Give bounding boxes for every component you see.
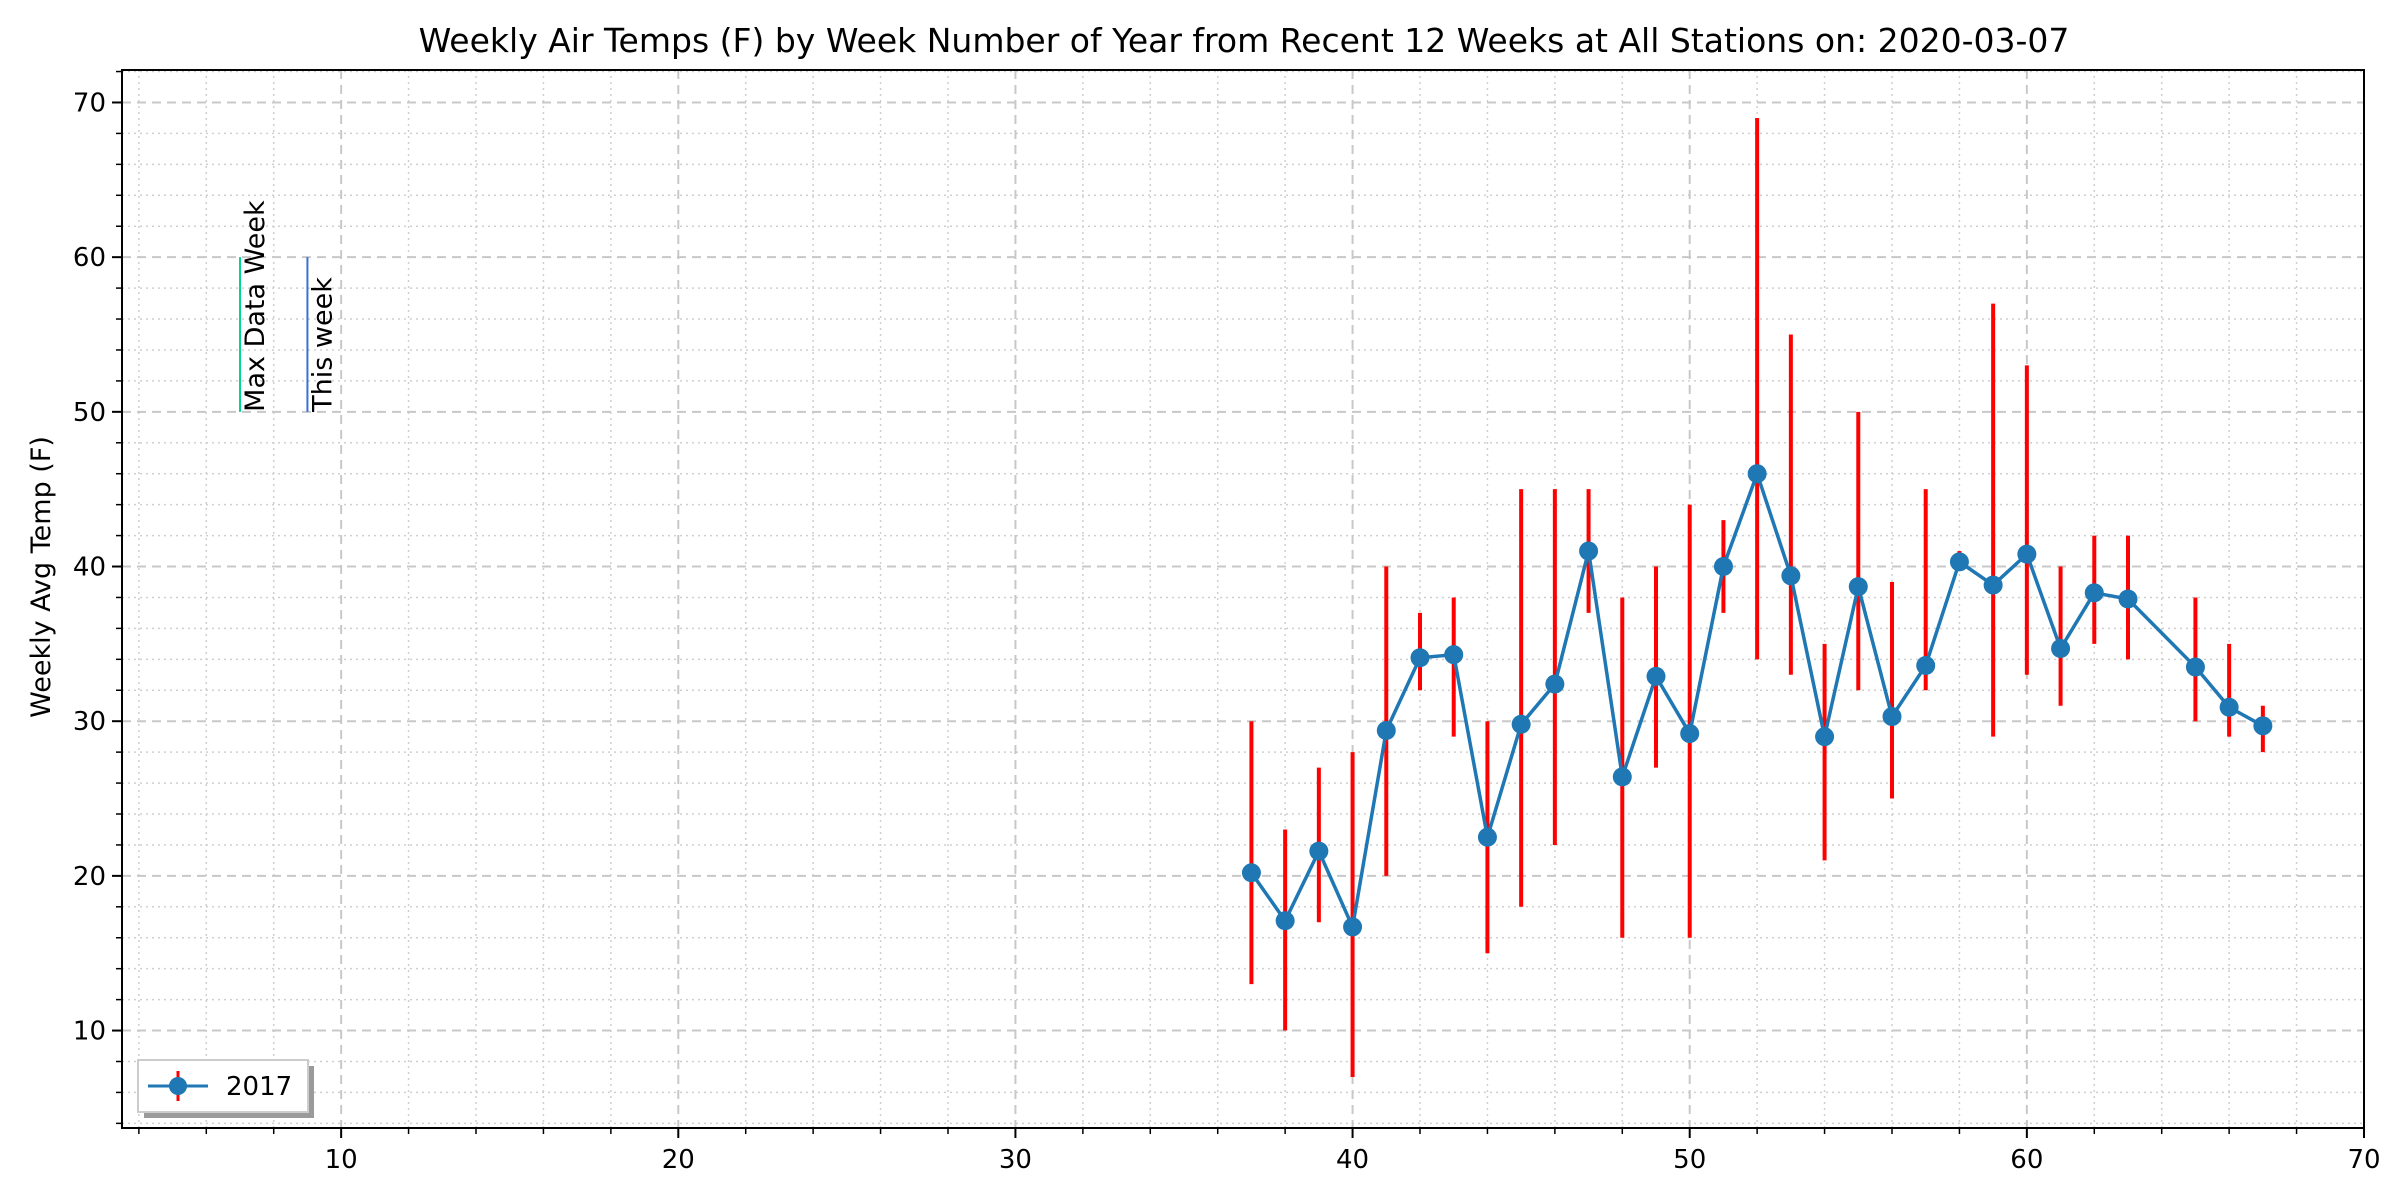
- vline-label: Max Data Week: [240, 200, 271, 412]
- data-point: [2017, 544, 2037, 564]
- series-line-group: [1249, 471, 2264, 929]
- data-point: [1882, 707, 1902, 727]
- data-point: [1275, 911, 1295, 931]
- x-tick-label: 50: [1673, 1145, 1706, 1175]
- data-point: [1410, 648, 1430, 668]
- x-tick-label: 20: [662, 1145, 695, 1175]
- series-points: [1241, 464, 2273, 937]
- data-point: [1444, 645, 1464, 665]
- y-tick-label: 40: [73, 553, 106, 583]
- legend-point-marker: [169, 1077, 187, 1095]
- data-point: [1949, 552, 1969, 572]
- data-point: [1579, 541, 1599, 561]
- y-tick-label: 30: [73, 707, 106, 737]
- data-point: [1713, 557, 1733, 577]
- data-point: [1545, 674, 1565, 694]
- data-point: [1309, 841, 1329, 861]
- data-point: [1511, 714, 1531, 734]
- x-tick-label: 30: [999, 1145, 1032, 1175]
- x-tick-label: 40: [1336, 1145, 1369, 1175]
- data-point: [1747, 464, 1767, 484]
- vline-label: This week: [307, 277, 338, 413]
- y-tick-label: 20: [73, 862, 106, 892]
- data-point: [2118, 589, 2138, 609]
- legend-label: 2017: [226, 1072, 292, 1102]
- data-point: [1343, 917, 1363, 937]
- data-point: [1781, 566, 1801, 586]
- data-point: [1477, 827, 1497, 847]
- data-point: [2185, 657, 2205, 677]
- data-point: [1916, 656, 1936, 676]
- plot-frame: [121, 69, 2365, 1129]
- data-point: [1815, 727, 1835, 747]
- chart-title: Weekly Air Temps (F) by Week Number of Y…: [419, 21, 2070, 60]
- vline-annotations: Max Data Week This week: [239, 200, 338, 413]
- y-ticks: 10 20 30 40 50 60 70: [73, 70, 122, 1125]
- data-point: [2219, 697, 2239, 717]
- series-line: [1249, 471, 2264, 929]
- data-point: [1983, 575, 2003, 595]
- data-point: [2253, 716, 2273, 736]
- y-tick-label: 50: [73, 398, 106, 428]
- minor-grid: [122, 70, 2364, 1128]
- y-axis-label: Weekly Avg Temp (F): [26, 436, 57, 718]
- x-tick-label: 70: [2347, 1145, 2380, 1175]
- x-ticks: 10 20 30 40 50 60 70: [138, 1128, 2381, 1175]
- y-tick-label: 70: [73, 88, 106, 118]
- data-point: [1680, 724, 1700, 744]
- data-point: [2084, 583, 2104, 603]
- data-point: [2051, 638, 2071, 658]
- data-point: [1376, 720, 1396, 740]
- data-point: [1848, 577, 1868, 597]
- legend: 2017: [137, 1059, 314, 1118]
- y-tick-label: 10: [73, 1017, 106, 1047]
- data-point: [1612, 767, 1632, 787]
- y-tick-label: 60: [73, 243, 106, 273]
- x-tick-label: 10: [325, 1145, 358, 1175]
- data-point: [1241, 863, 1261, 883]
- data-point: [1646, 666, 1666, 686]
- x-tick-label: 60: [2010, 1145, 2043, 1175]
